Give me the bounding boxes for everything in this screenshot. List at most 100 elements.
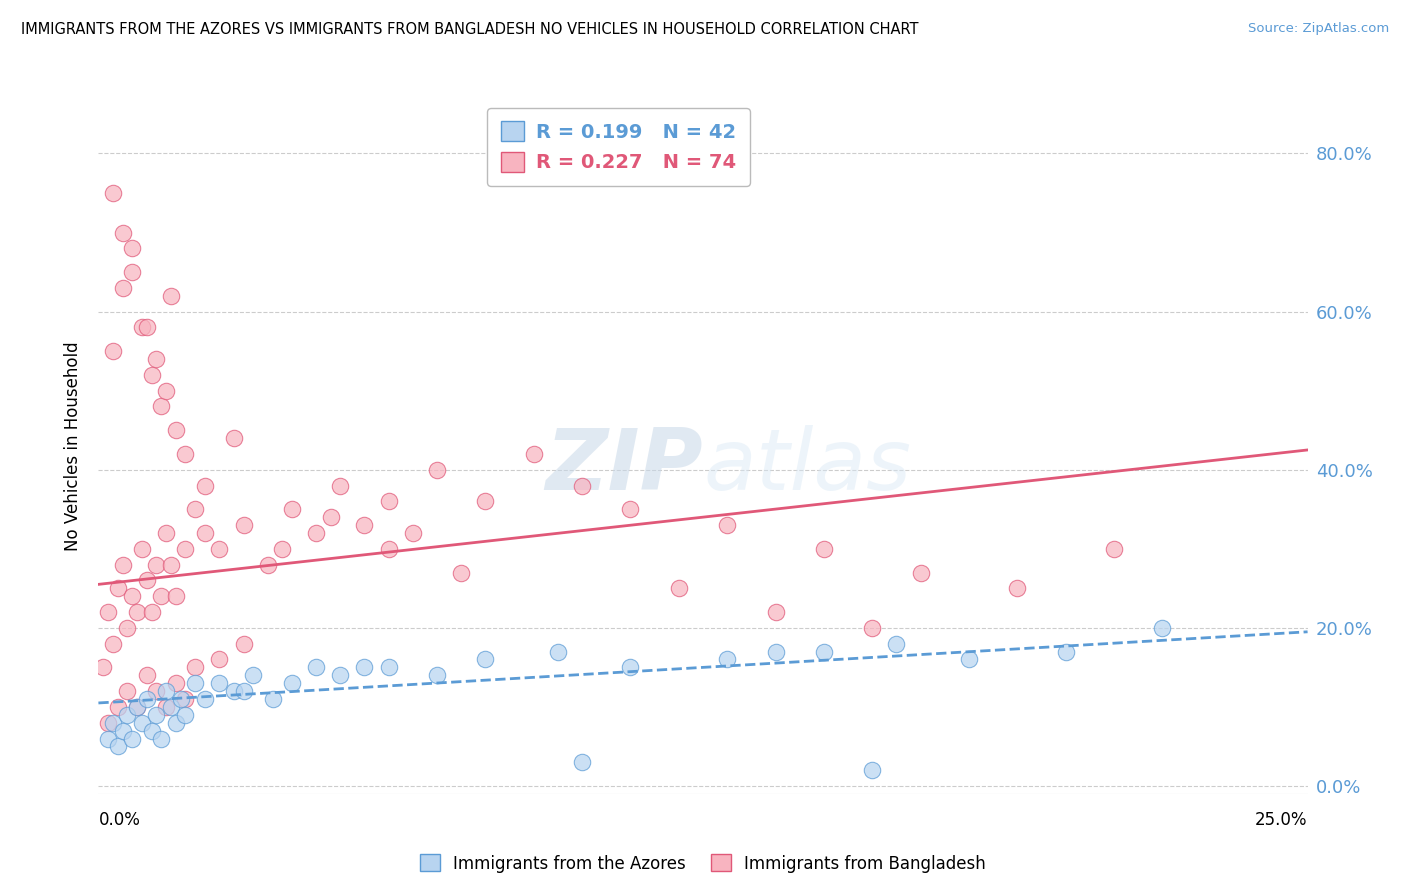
Point xyxy=(377,541,399,556)
Point xyxy=(155,684,177,698)
Text: 25.0%: 25.0% xyxy=(1256,811,1308,829)
Text: ZIP: ZIP xyxy=(546,425,703,508)
Point xyxy=(813,644,835,658)
Point xyxy=(765,605,787,619)
Point xyxy=(131,320,153,334)
Legend: Immigrants from the Azores, Immigrants from Bangladesh: Immigrants from the Azores, Immigrants f… xyxy=(413,847,993,880)
Point xyxy=(174,447,197,461)
Point xyxy=(353,518,375,533)
Point xyxy=(281,502,304,516)
Point xyxy=(547,644,569,658)
Point xyxy=(97,605,120,619)
Point xyxy=(127,605,149,619)
Point xyxy=(121,241,143,255)
Point xyxy=(174,692,197,706)
Point xyxy=(111,226,134,240)
Point xyxy=(101,186,124,200)
Point xyxy=(1007,582,1029,596)
Point xyxy=(165,676,187,690)
Point xyxy=(117,684,139,698)
Point xyxy=(160,289,183,303)
Point xyxy=(1152,621,1174,635)
Point xyxy=(141,368,163,382)
Point xyxy=(155,384,177,398)
Point xyxy=(329,478,352,492)
Point xyxy=(97,731,120,746)
Point xyxy=(184,676,207,690)
Point xyxy=(208,676,231,690)
Point xyxy=(426,668,449,682)
Point xyxy=(145,684,167,698)
Point xyxy=(256,558,278,572)
Point xyxy=(101,715,124,730)
Point xyxy=(910,566,932,580)
Point xyxy=(377,494,399,508)
Point xyxy=(135,574,157,588)
Point xyxy=(155,525,177,540)
Point xyxy=(184,660,207,674)
Point xyxy=(145,707,167,722)
Point xyxy=(402,525,425,540)
Point xyxy=(668,582,690,596)
Point xyxy=(426,463,449,477)
Point xyxy=(145,351,167,366)
Point xyxy=(222,431,245,445)
Point xyxy=(135,668,157,682)
Point xyxy=(97,715,120,730)
Point xyxy=(91,660,114,674)
Point xyxy=(160,699,183,714)
Point xyxy=(571,478,593,492)
Point xyxy=(450,566,472,580)
Point xyxy=(1102,541,1125,556)
Text: 0.0%: 0.0% xyxy=(98,811,141,829)
Point xyxy=(523,447,546,461)
Point xyxy=(619,502,641,516)
Point xyxy=(141,723,163,738)
Text: atlas: atlas xyxy=(703,425,911,508)
Point xyxy=(131,715,153,730)
Point xyxy=(329,668,352,682)
Point xyxy=(619,660,641,674)
Point xyxy=(169,692,191,706)
Text: IMMIGRANTS FROM THE AZORES VS IMMIGRANTS FROM BANGLADESH NO VEHICLES IN HOUSEHOL: IMMIGRANTS FROM THE AZORES VS IMMIGRANTS… xyxy=(21,22,918,37)
Point xyxy=(232,518,254,533)
Point xyxy=(135,320,157,334)
Point xyxy=(145,558,167,572)
Y-axis label: No Vehicles in Household: No Vehicles in Household xyxy=(65,341,83,551)
Point xyxy=(262,692,284,706)
Point xyxy=(194,478,217,492)
Point xyxy=(117,707,139,722)
Point xyxy=(121,265,143,279)
Point xyxy=(860,621,883,635)
Point xyxy=(121,731,143,746)
Point xyxy=(150,589,173,603)
Point xyxy=(155,699,177,714)
Point xyxy=(222,684,245,698)
Point xyxy=(281,676,304,690)
Point xyxy=(194,525,217,540)
Point xyxy=(117,621,139,635)
Point xyxy=(111,558,134,572)
Point xyxy=(194,692,217,706)
Point xyxy=(232,637,254,651)
Point xyxy=(319,510,342,524)
Point xyxy=(716,652,738,666)
Point xyxy=(101,637,124,651)
Point xyxy=(107,739,129,754)
Point xyxy=(165,715,187,730)
Point xyxy=(127,699,149,714)
Point xyxy=(208,541,231,556)
Point xyxy=(101,344,124,359)
Point xyxy=(174,541,197,556)
Point xyxy=(353,660,375,674)
Point xyxy=(860,763,883,777)
Point xyxy=(165,423,187,437)
Point xyxy=(813,541,835,556)
Point xyxy=(377,660,399,674)
Point xyxy=(886,637,908,651)
Point xyxy=(474,494,496,508)
Point xyxy=(141,605,163,619)
Point xyxy=(271,541,294,556)
Point xyxy=(107,582,129,596)
Point xyxy=(131,541,153,556)
